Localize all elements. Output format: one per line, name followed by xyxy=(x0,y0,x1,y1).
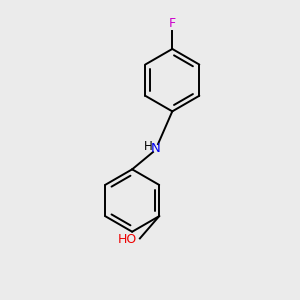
Text: H: H xyxy=(143,140,152,153)
Text: N: N xyxy=(151,142,160,155)
Text: F: F xyxy=(169,16,176,30)
Text: HO: HO xyxy=(118,233,137,246)
